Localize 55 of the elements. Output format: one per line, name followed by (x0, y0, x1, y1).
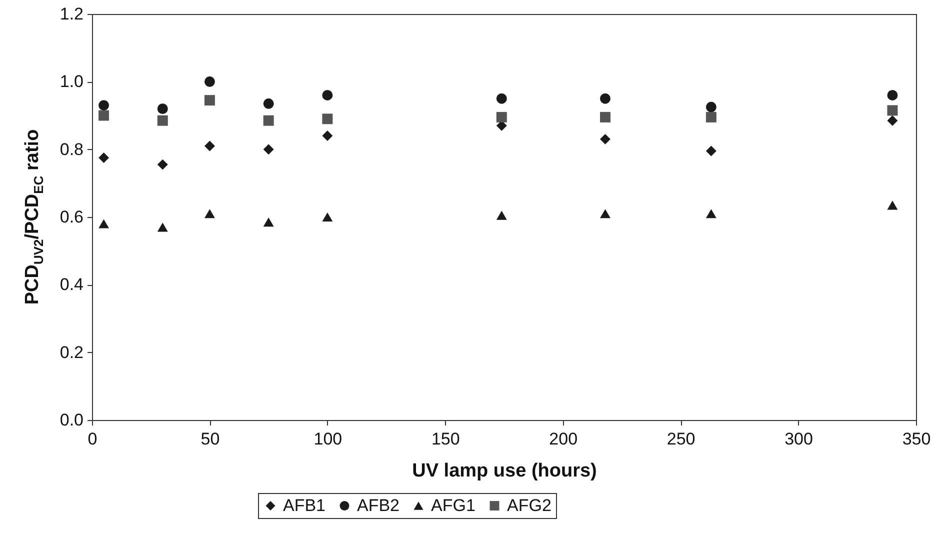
point (706, 146, 716, 156)
point (600, 209, 610, 218)
point (706, 102, 716, 112)
point (204, 140, 215, 152)
point (322, 114, 333, 124)
y-tick-label: 0.8 (60, 140, 84, 159)
x-tick-label: 50 (200, 430, 220, 448)
point (496, 210, 507, 220)
point (157, 159, 168, 170)
point (322, 90, 333, 100)
point (706, 112, 716, 122)
point (98, 219, 110, 228)
point (600, 134, 610, 144)
y-tick-label: 0.6 (60, 208, 84, 226)
point (204, 95, 215, 106)
point (263, 115, 274, 126)
x-tick-label: 350 (902, 430, 931, 448)
legend-label: AFG2 (507, 496, 552, 515)
point (496, 112, 507, 122)
x-tick-label: 250 (666, 430, 696, 448)
y-tick-label: 1.2 (60, 4, 84, 24)
point (496, 93, 507, 104)
point (322, 130, 333, 142)
point (98, 152, 110, 164)
y-tick-label: 0.2 (60, 342, 84, 362)
legend-label: AFB1 (283, 496, 326, 515)
point (887, 200, 898, 210)
point (204, 209, 215, 218)
point (600, 93, 610, 104)
point (322, 212, 333, 222)
point (600, 112, 610, 122)
legend-label: AFB2 (357, 496, 400, 515)
point (887, 105, 898, 116)
x-tick-label: 300 (784, 430, 813, 448)
point (706, 209, 716, 218)
point (887, 90, 898, 100)
point (263, 144, 274, 155)
point (157, 104, 168, 114)
point (98, 100, 110, 111)
x-axis-title: UV lamp use (hours) (412, 460, 597, 482)
x-tick-label: 100 (314, 430, 342, 448)
point (887, 115, 898, 126)
y-tick-label: 1.0 (60, 72, 84, 92)
x-tick-label: 200 (549, 430, 578, 448)
point (263, 218, 274, 227)
x-tick-label: 0 (88, 430, 98, 448)
point (98, 110, 110, 121)
point (263, 98, 274, 109)
y-tick-label: 0.0 (60, 410, 84, 430)
point (157, 222, 168, 232)
y-tick-label: 0.4 (60, 275, 84, 294)
point (157, 115, 168, 126)
x-tick-label: 150 (431, 430, 460, 448)
point (204, 76, 215, 87)
legend-label: AFG1 (431, 496, 476, 515)
